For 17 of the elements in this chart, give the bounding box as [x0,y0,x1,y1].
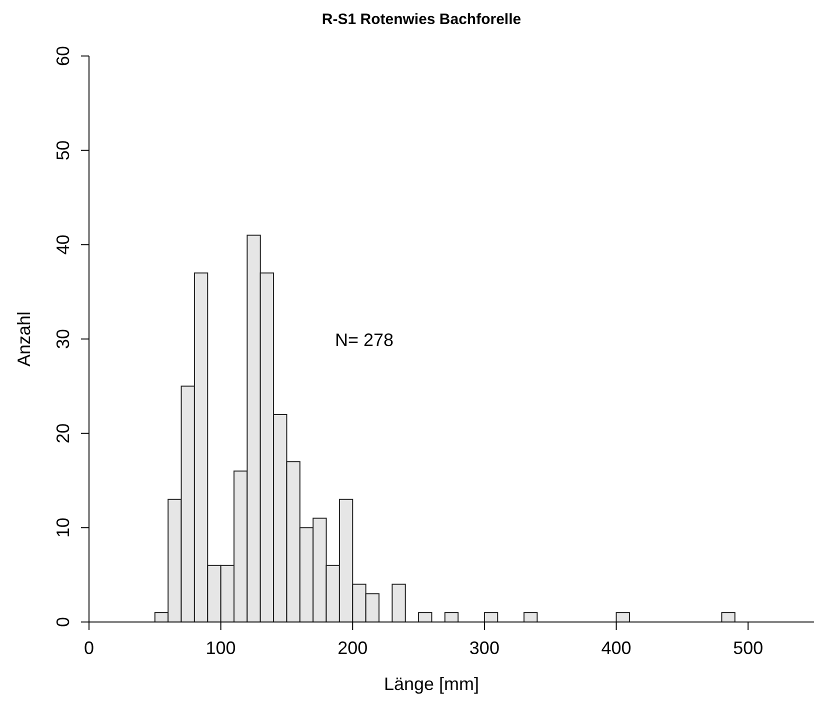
y-tick-label: 40 [53,234,73,255]
x-tick-label: 100 [206,638,236,658]
x-tick-label: 200 [338,638,368,658]
y-tick-label: 0 [53,616,73,628]
x-axis-title: Länge [mm] [384,674,480,694]
x-tick-label: 0 [84,638,94,658]
y-tick-label: 30 [53,328,73,350]
x-tick-label: 300 [469,638,500,658]
y-tick-label: 20 [53,423,73,444]
chart-title: R-S1 Rotenwies Bachforelle [322,11,522,28]
y-tick-label: 10 [53,518,73,538]
annotation: N= 278 [335,330,394,350]
y-axis-title: Anzahl [14,311,34,367]
x-tick-label: 500 [733,638,764,658]
y-tick-label: 60 [53,46,73,66]
y-tick-label: 50 [53,140,73,160]
x-tick-label: 400 [601,638,632,658]
